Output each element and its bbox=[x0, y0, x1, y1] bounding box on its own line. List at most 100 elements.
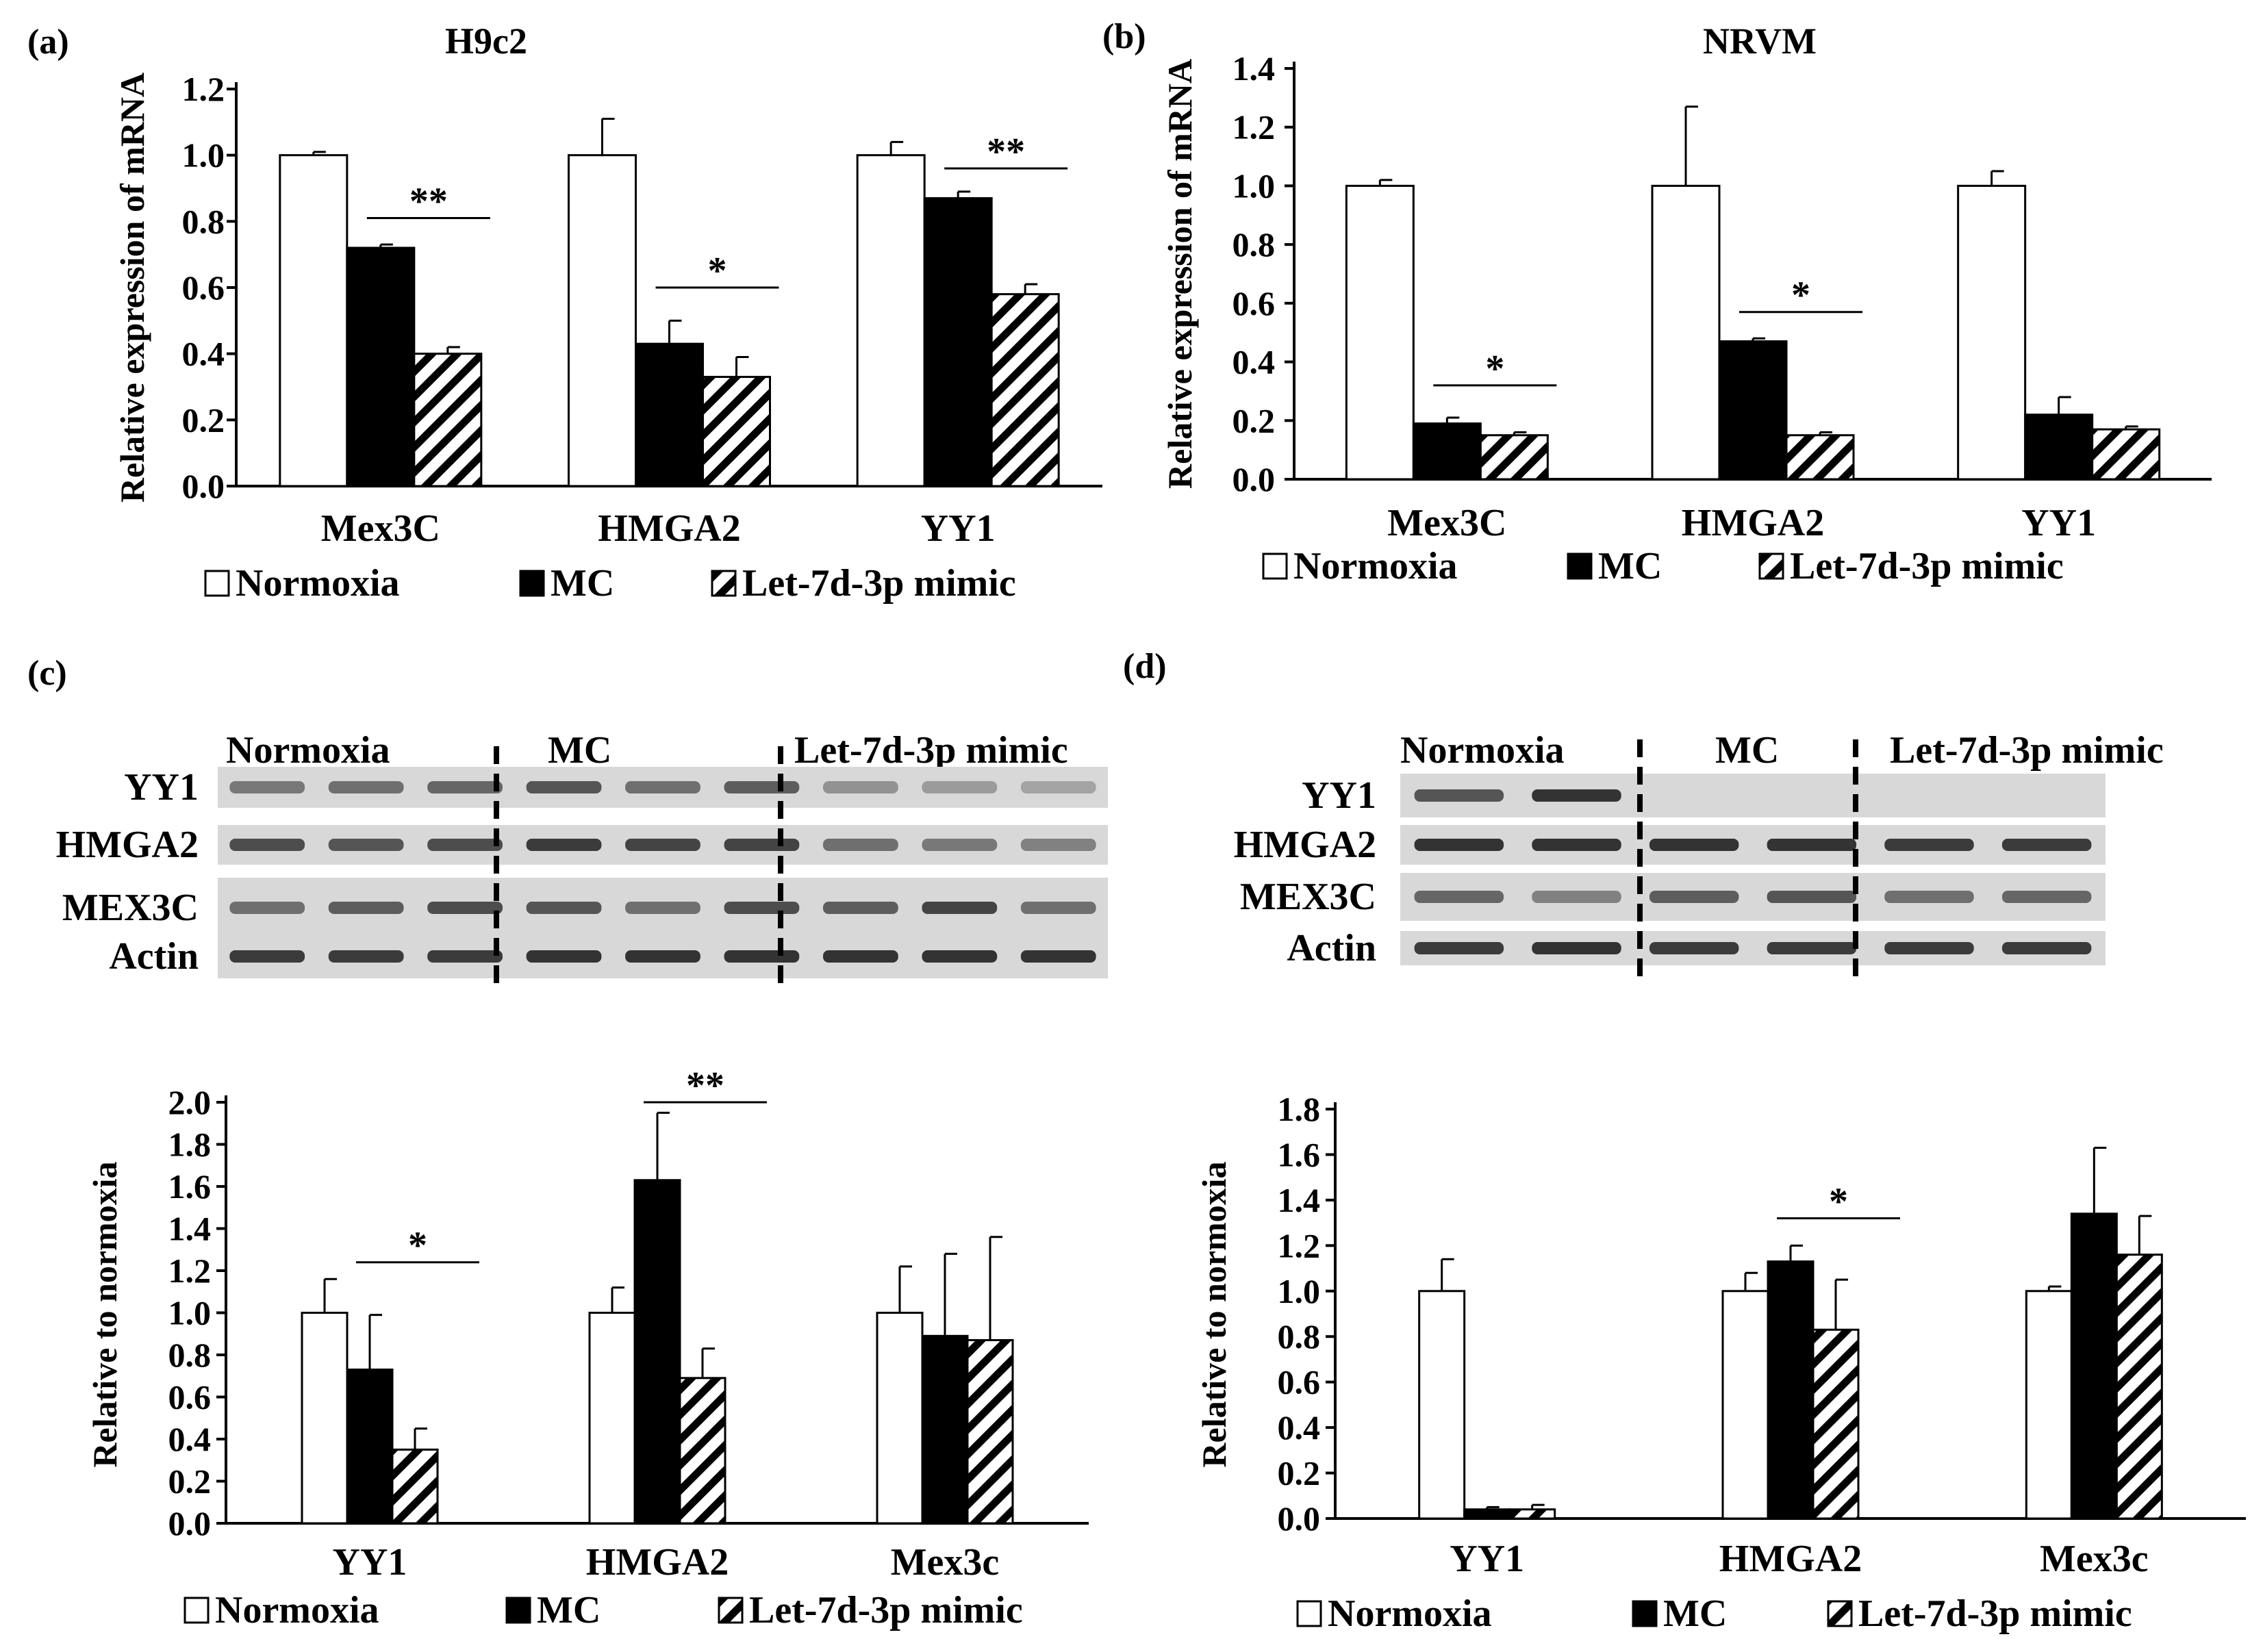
significance-label: * bbox=[1485, 348, 1504, 390]
blot-band bbox=[1884, 891, 1974, 903]
category-label: HMGA2 bbox=[598, 507, 740, 550]
blot-band bbox=[328, 902, 404, 914]
y-tick-label: 0.8 bbox=[182, 202, 225, 240]
bar-mc bbox=[1767, 1260, 1815, 1520]
blot-band bbox=[2001, 891, 2092, 903]
category-label: Mex3c bbox=[891, 1541, 1000, 1584]
legend-label: MC bbox=[537, 1589, 600, 1631]
blot-strip bbox=[1400, 931, 2106, 965]
legend-label: MC bbox=[1598, 545, 1662, 587]
blot-band bbox=[1020, 902, 1096, 914]
significance-label: * bbox=[1829, 1180, 1848, 1223]
blot-band bbox=[1414, 839, 1504, 851]
blot-row-label: HMGA2 bbox=[1234, 824, 1376, 866]
blot-band bbox=[823, 781, 898, 793]
blot-band bbox=[922, 950, 998, 963]
y-tick-label: 0.8 bbox=[1278, 1317, 1321, 1356]
blot-band bbox=[1414, 789, 1504, 802]
y-tick-label: 1.4 bbox=[168, 1210, 212, 1248]
bar-normoxia bbox=[1418, 1290, 1466, 1520]
y-tick-label: 1.8 bbox=[168, 1126, 212, 1164]
legend-swatch-mc bbox=[505, 1597, 531, 1624]
legend-label: MC bbox=[551, 562, 614, 605]
legend-label: Let-7d-3p mimic bbox=[1858, 1592, 2132, 1635]
y-tick-label: 0.4 bbox=[182, 335, 225, 373]
bar-normoxia bbox=[2025, 1290, 2073, 1520]
panel-label: (b) bbox=[1102, 17, 1146, 56]
y-tick-label: 1.6 bbox=[168, 1167, 212, 1206]
bar-mc bbox=[635, 342, 704, 487]
chart-title: H9c2 bbox=[445, 21, 527, 62]
bar-normoxia bbox=[1957, 184, 2027, 481]
bar-let-7d-3p-mimic bbox=[702, 376, 771, 487]
category-label: YY1 bbox=[1450, 1538, 1524, 1580]
panel-b: (b) NRVM 0.0 0.2 0.4 0.6 0.8 1.0 1.2 1.4 Relative … bbox=[1102, 17, 2212, 587]
blot-band bbox=[1649, 891, 1739, 903]
legend-label: Normoxia bbox=[1293, 545, 1458, 587]
blot-strip bbox=[1400, 774, 2106, 817]
blot-group-label: Let-7d-3p mimic bbox=[1890, 729, 2164, 772]
y-tick-label: 0.0 bbox=[182, 467, 225, 505]
blot-band bbox=[427, 950, 503, 963]
y-tick-label: 1.4 bbox=[1232, 49, 1276, 88]
y-tick-label: 1.0 bbox=[168, 1294, 212, 1332]
bar-mc bbox=[1463, 1508, 1511, 1520]
blot-band bbox=[625, 781, 700, 793]
bar-mc bbox=[923, 197, 993, 487]
blot-band bbox=[724, 839, 800, 851]
legend-label: Let-7d-3p mimic bbox=[742, 562, 1016, 605]
blot-band bbox=[229, 781, 305, 793]
bar-mc bbox=[2024, 414, 2094, 481]
blot-band bbox=[2001, 942, 2092, 954]
blot-band bbox=[625, 902, 700, 914]
y-tick-label: 0.4 bbox=[168, 1420, 212, 1458]
y-tick-label: 0.2 bbox=[168, 1462, 212, 1501]
category-label: HMGA2 bbox=[1682, 502, 1824, 544]
y-tick-label: 1.2 bbox=[1278, 1226, 1321, 1265]
y-tick-label: 0.0 bbox=[1278, 1499, 1321, 1538]
legend-swatch-mc bbox=[1567, 552, 1593, 580]
y-tick-label: 1.2 bbox=[182, 70, 225, 108]
legend-swatch-let-7d-3p-mimic bbox=[1827, 1600, 1853, 1627]
blot-band bbox=[526, 781, 602, 793]
bar-let-7d-3p-mimic bbox=[990, 293, 1060, 487]
bar-normoxia bbox=[568, 154, 637, 487]
legend-swatch-let-7d-3p-mimic bbox=[718, 1597, 744, 1624]
y-axis-label: Relative to normoxia bbox=[86, 1161, 124, 1467]
blot-band bbox=[1020, 950, 1096, 963]
y-tick-label: 0.2 bbox=[182, 401, 225, 439]
y-tick-label: 0.4 bbox=[1278, 1408, 1321, 1447]
y-tick-label: 1.0 bbox=[1278, 1272, 1321, 1310]
bar-let-7d-3p-mimic bbox=[2091, 428, 2161, 481]
blot-row-label: HMGA2 bbox=[56, 824, 199, 866]
y-axis-label: Relative expression of mRNA bbox=[113, 73, 151, 503]
blot-band bbox=[922, 839, 998, 851]
legend-swatch-normoxia bbox=[1296, 1600, 1322, 1627]
blot-band bbox=[625, 950, 700, 963]
bar-normoxia bbox=[1721, 1290, 1769, 1520]
blot-group-label: Normoxia bbox=[1400, 729, 1565, 772]
significance-label: * bbox=[408, 1225, 427, 1267]
blot-band bbox=[1414, 942, 1504, 954]
y-axis-label: Relative to normoxia bbox=[1195, 1161, 1233, 1467]
blot-row-label: Actin bbox=[1287, 927, 1376, 969]
blot-band bbox=[1532, 839, 1621, 851]
y-tick-label: 0.8 bbox=[1232, 225, 1276, 264]
blot-band bbox=[1649, 839, 1739, 851]
y-tick-label: 2.0 bbox=[168, 1083, 212, 1121]
y-tick-label: 0.8 bbox=[168, 1336, 212, 1374]
category-label: Mex3c bbox=[2040, 1538, 2149, 1580]
category-label: YY1 bbox=[2021, 502, 2096, 544]
legend-swatch-mc bbox=[519, 570, 545, 597]
bar-let-7d-3p-mimic bbox=[679, 1377, 726, 1525]
legend-swatch-mc bbox=[1632, 1600, 1658, 1627]
category-label: HMGA2 bbox=[1719, 1538, 1862, 1580]
bar-mc bbox=[346, 1369, 394, 1525]
blot-band bbox=[1532, 942, 1621, 954]
blot-band bbox=[1020, 781, 1096, 793]
blot-band bbox=[328, 950, 404, 963]
blot-band bbox=[328, 781, 404, 793]
blot-row-label: MEX3C bbox=[1240, 876, 1376, 918]
blot-row-label: YY1 bbox=[124, 766, 199, 809]
